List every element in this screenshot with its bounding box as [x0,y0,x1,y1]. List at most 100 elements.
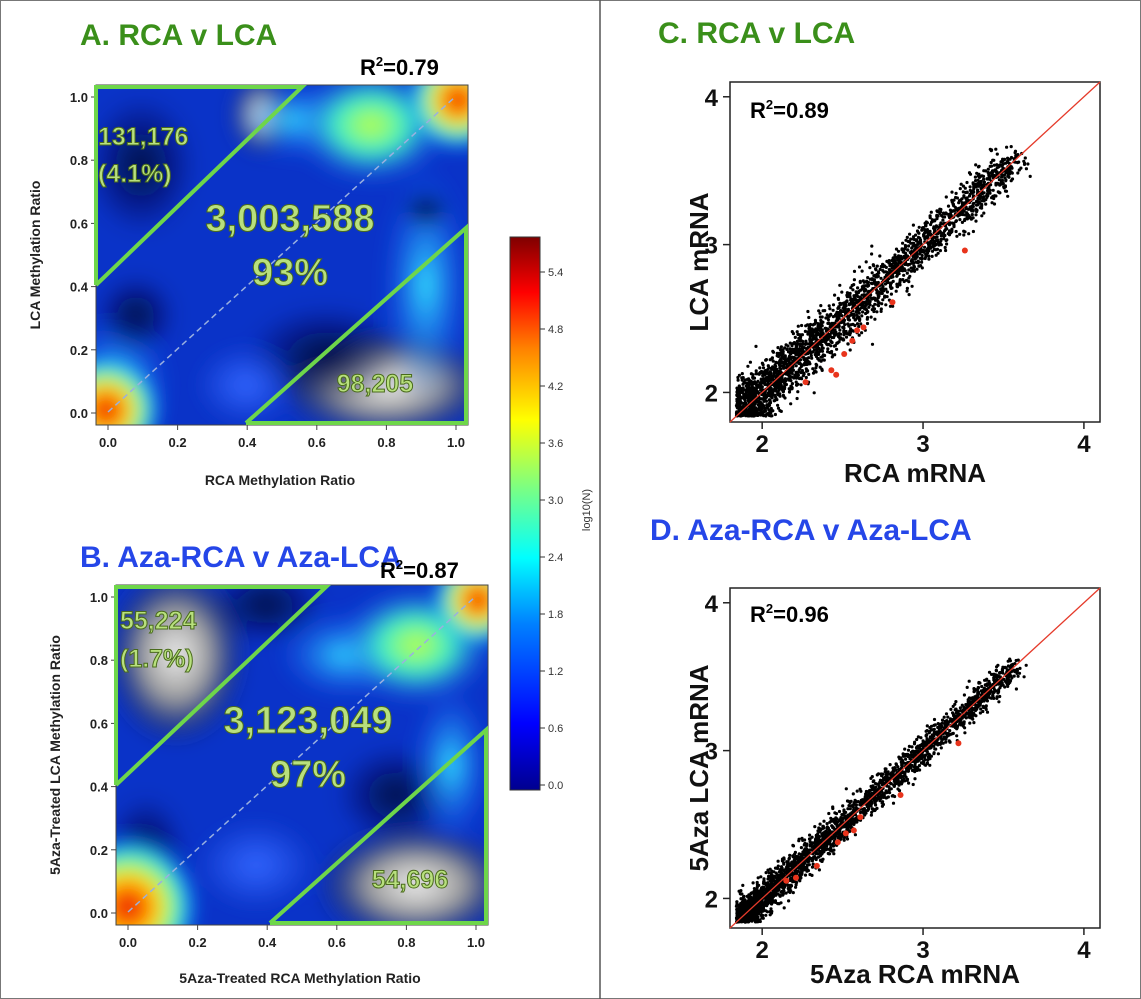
scatter-point [894,270,898,274]
scatter-point [879,307,883,311]
scatter-point [774,387,778,391]
scatter-point [761,366,766,370]
scatter-point [976,686,980,690]
panel-c-xlabel: RCA mRNA [844,458,986,488]
scatter-point [936,241,940,245]
scatter-point [875,264,879,268]
scatter-point [747,377,751,381]
scatter-point [888,304,893,308]
scatter-point [923,228,927,232]
scatter-point [793,335,797,339]
scatter-point [821,309,825,313]
scatter-point [970,213,974,217]
scatter-point [879,276,883,280]
scatter-point [903,255,908,259]
scatter-point [890,266,894,270]
scatter-point [870,244,874,248]
scatter-point [786,350,791,354]
scatter-point [1000,175,1004,179]
scatter-point [935,217,939,221]
highlight-point [860,324,867,331]
scatter-point [893,258,897,263]
scatter-point [933,219,937,223]
scatter-point [831,844,836,848]
scatter-point [980,199,984,203]
scatter-point [896,262,900,266]
x-tick-label: 3 [916,431,929,458]
scatter-point [958,187,962,191]
scatter-point [982,180,987,184]
scatter-point [880,302,884,306]
scatter-point [770,909,774,914]
scatter-point [812,391,816,395]
panel-a-diagonal [107,96,456,413]
scatter-point [810,356,814,360]
colorbar-gradient [509,236,541,791]
scatter-point [868,266,872,270]
scatter-point [760,406,764,410]
scatter-point [879,291,883,295]
scatter-point [743,401,747,405]
scatter-point [943,233,947,238]
scatter-point [910,745,914,749]
scatter-point [738,408,742,412]
scatter-point [969,697,973,701]
panel-b-ylabel: 5Aza-Treated LCA Methylation Ratio [47,635,63,875]
scatter-point [762,410,766,414]
scatter-point [946,204,951,208]
y-tick-label: 4 [705,85,719,112]
scatter-point [784,371,788,375]
scatter-point [791,891,795,895]
scatter-point [905,778,909,783]
scatter-point [741,883,745,888]
scatter-point [787,374,792,378]
scatter-point [965,216,969,220]
scatter-point [907,244,911,248]
scatter-point [923,245,927,249]
scatter-point [954,207,958,211]
scatter-point [996,182,1000,186]
scatter-point [836,318,840,322]
scatter-point [842,320,846,324]
scatter-point [982,169,986,173]
scatter-point [769,902,774,906]
scatter-point [1009,145,1013,149]
scatter-point [795,330,799,334]
scatter-point [939,231,943,235]
scatter-point [737,384,741,388]
scatter-point [817,325,822,329]
scatter-point [954,195,958,200]
scatter-point [941,211,946,215]
scatter-point [764,358,769,362]
scatter-point [794,380,798,384]
scatter-point [875,298,879,302]
scatter-point [747,414,751,418]
scatter-point [891,304,895,308]
scatter-point [915,746,920,750]
scatter-point [798,361,802,365]
scatter-point [891,794,895,798]
scatter-point [798,367,802,371]
scatter-point [942,237,946,241]
scatter-point [891,256,895,260]
scatter-point [810,334,814,338]
scatter-point [771,359,775,363]
scatter-point [838,328,842,332]
scatter-point [846,824,850,828]
colorbar-ticks: 5.44.84.23.63.02.41.81.20.60.0 [540,267,563,792]
scatter-point [940,214,944,218]
scatter-point [852,283,856,287]
scatter-point [965,180,969,185]
scatter-point [894,289,898,293]
scatter-point [938,210,943,214]
panel-a-upper-pct: (4.1%) [98,160,172,188]
scatter-point [926,232,930,236]
scatter-point [911,255,915,259]
scatter-point [985,710,990,714]
scatter-point [776,403,780,407]
colorbar-tick-label: 4.8 [548,324,563,336]
scatter-point [1028,174,1032,178]
scatter-point [751,389,755,393]
scatter-point [828,325,832,329]
scatter-point [903,774,907,778]
